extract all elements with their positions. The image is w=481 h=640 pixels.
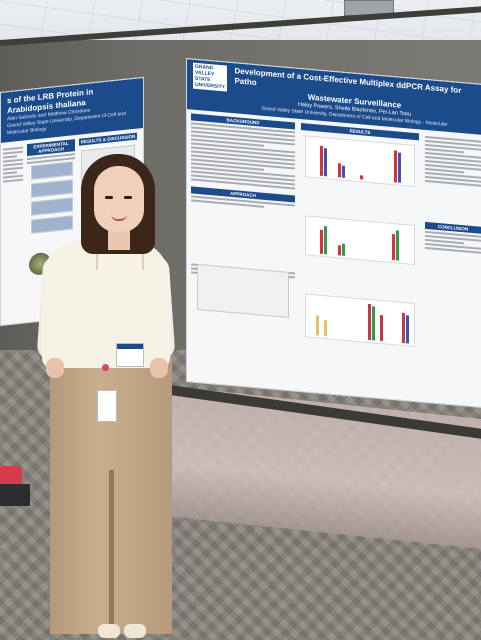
left-eye [105,196,113,199]
conference-badge [116,343,144,367]
right-eye [124,196,132,199]
blouse-collar [96,240,144,270]
left-hand [46,358,64,378]
dark-bag [0,484,30,506]
right-hand [150,358,168,378]
right-shoe [124,624,146,638]
presenter-face [94,166,144,232]
left-shoe [98,624,120,638]
trouser-leg-gap [109,470,114,640]
presenter-blouse [42,240,170,368]
lanyard-clip [102,364,109,371]
red-bag [0,466,22,488]
smile [111,214,127,221]
presenter-neck [108,228,130,250]
name-tag [97,390,117,422]
